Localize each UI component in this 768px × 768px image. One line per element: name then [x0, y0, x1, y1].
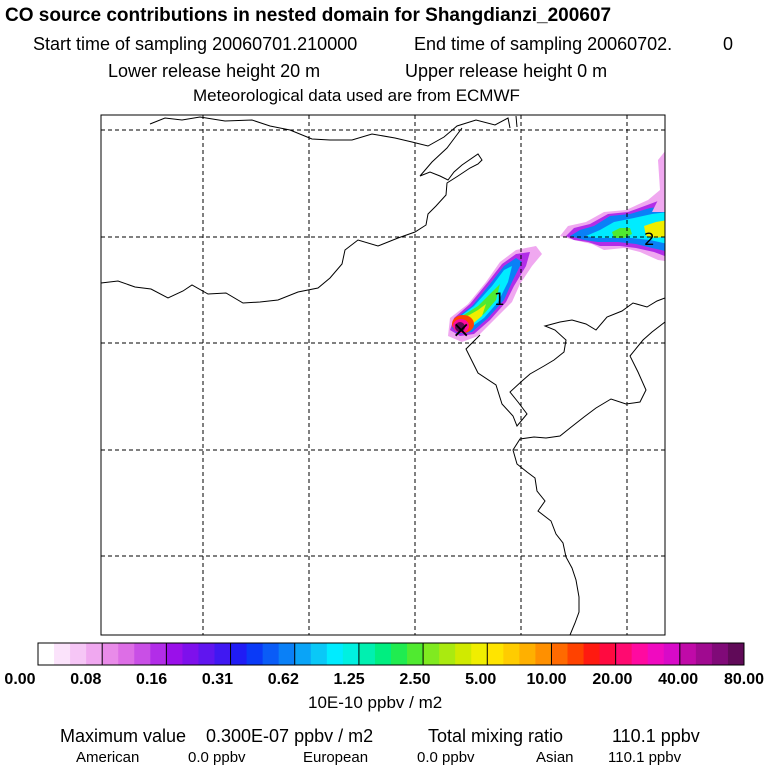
colorbar-cell: [535, 643, 552, 665]
colorbar-cell: [727, 643, 745, 665]
coastlines: [101, 115, 665, 635]
colorbar-cell: [262, 643, 280, 665]
total-mixing-ratio-label: Total mixing ratio: [428, 726, 564, 746]
colorbar-cell: [294, 643, 312, 665]
colorbar-tick-label: 0.00: [4, 671, 36, 688]
colorbar-cell: [519, 643, 536, 665]
map-panel: × 1 2: [100, 114, 666, 636]
american-value: 0.0 ppbv: [188, 749, 246, 766]
colorbar-cell: [711, 643, 729, 665]
colorbar-frame: [37, 642, 745, 666]
colorbar-cell: [246, 643, 264, 665]
european-label: European: [303, 749, 369, 766]
colorbar-cell: [374, 643, 392, 665]
colorbar-cell: [407, 643, 424, 665]
colorbar-cell: [198, 643, 215, 665]
concentration-field: [448, 151, 665, 342]
colorbar-cell: [583, 643, 600, 665]
map-frame: [100, 114, 666, 636]
colorbar-cell: [150, 643, 167, 665]
total-mixing-ratio-value: 110.1 ppbv: [612, 726, 700, 746]
colorbar-cell: [663, 643, 681, 665]
colorbar-cell: [455, 643, 472, 665]
receptor-site-marker: ×: [452, 318, 470, 343]
met-data-source: Meteorological data used are from ECMWF: [193, 86, 520, 105]
colorbar: [37, 642, 745, 666]
colorbar-cell: [118, 643, 135, 665]
colorbar-cell: [423, 643, 440, 665]
colorbar-cell: [358, 643, 376, 665]
map-title: CO source contributions in nested domain…: [5, 5, 612, 26]
release-point-1-label: 1: [494, 290, 505, 310]
end-sampling-time: End time of sampling 20060702.: [414, 34, 673, 54]
colorbar-cell: [551, 643, 568, 665]
colorbar-unit: 10E-10 ppbv / m2: [308, 693, 443, 712]
colorbar-cell: [102, 643, 119, 665]
colorbar-tick-label: 2.50: [399, 671, 431, 688]
colorbar-cell: [278, 643, 296, 665]
colorbar-cell: [631, 643, 649, 665]
colorbar-cell: [166, 643, 183, 665]
colorbar-cell: [487, 643, 504, 665]
colorbar-cell: [310, 643, 328, 665]
graticule: [101, 115, 665, 635]
colorbar-tick-label: 5.00: [465, 671, 497, 688]
upper-release-height: Upper release height 0 m: [405, 61, 608, 81]
colorbar-cell: [70, 643, 87, 665]
asian-label: Asian: [536, 749, 574, 766]
colorbar-cell: [503, 643, 520, 665]
colorbar-tick-label: 10.00: [526, 671, 567, 688]
colorbar-tick-label: 20.00: [592, 671, 633, 688]
max-value: 0.300E-07 ppbv / m2: [206, 726, 374, 746]
colorbar-cell: [599, 643, 617, 665]
colorbar-tick-label: 0.16: [136, 671, 168, 688]
lower-release-height: Lower release height 20 m: [108, 61, 321, 81]
colorbar-cell: [214, 643, 231, 665]
colorbar-tick-label: 80.00: [723, 671, 765, 688]
colorbar-cell: [134, 643, 151, 665]
colorbar-cell: [342, 643, 360, 665]
colorbar-cell: [54, 643, 71, 665]
end-sampling-suffix: 0: [723, 34, 734, 54]
american-label: American: [76, 749, 140, 766]
colorbar-cell: [182, 643, 199, 665]
colorbar-cell: [615, 643, 633, 665]
asian-value: 110.1 ppbv: [608, 749, 682, 766]
colorbar-cell: [471, 643, 488, 665]
colorbar-cell: [647, 643, 665, 665]
colorbar-cell: [326, 643, 344, 665]
colorbar-cell: [38, 643, 55, 665]
colorbar-tick-label: 0.62: [267, 671, 299, 688]
release-point-2-label: 2: [644, 230, 655, 250]
colorbar-cell: [391, 643, 408, 665]
colorbar-cell: [86, 643, 103, 665]
colorbar-cell: [230, 643, 247, 665]
colorbar-tick-label: 0.08: [70, 671, 102, 688]
colorbar-cell: [679, 643, 697, 665]
colorbar-cell: [567, 643, 584, 665]
max-value-label: Maximum value: [60, 726, 187, 746]
european-value: 0.0 ppbv: [417, 749, 475, 766]
start-sampling-time: Start time of sampling 20060701.210000: [33, 34, 358, 54]
colorbar-cell: [439, 643, 456, 665]
colorbar-tick-label: 0.31: [201, 671, 234, 688]
colorbar-tick-label: 1.25: [333, 671, 365, 688]
colorbar-cell: [695, 643, 713, 665]
colorbar-tick-label: 40.00: [658, 671, 699, 688]
